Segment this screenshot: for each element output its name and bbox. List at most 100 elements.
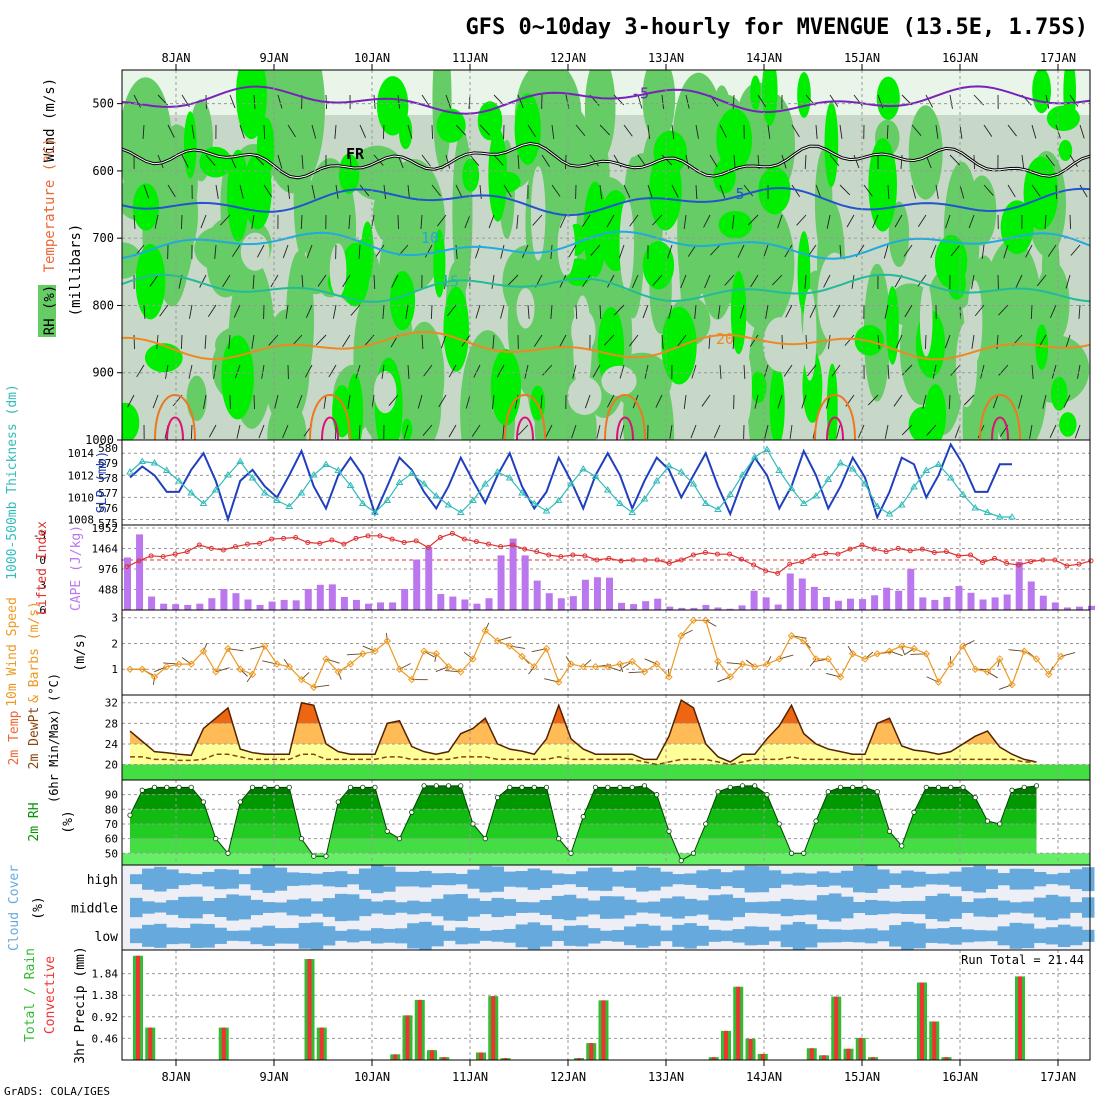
cloud-cover-cell — [804, 873, 818, 885]
hot-contour — [826, 416, 844, 440]
rh-dry-blob — [737, 350, 752, 425]
cape-bar — [160, 603, 168, 610]
pressure-tick-label: 500 — [92, 97, 114, 111]
pressure-tick-label: 900 — [92, 366, 114, 380]
wind-barb — [448, 364, 457, 378]
wind-barb — [492, 394, 495, 409]
rh-point — [1033, 783, 1040, 789]
wind-barb — [317, 274, 327, 287]
wind-barb — [468, 94, 471, 109]
rh-point — [972, 794, 978, 801]
lifted-index-point — [1028, 559, 1034, 565]
wind-barb — [710, 244, 721, 256]
rh-point — [470, 821, 476, 827]
thickness-point — [432, 492, 441, 499]
wind-barb — [671, 124, 675, 139]
wind-speed-point — [481, 626, 489, 635]
rh-green-blob — [642, 70, 676, 142]
wind-speed-point — [910, 644, 918, 653]
wind-barb — [807, 364, 817, 377]
rh-point — [899, 843, 905, 849]
thickness-point — [763, 445, 771, 452]
cloud-cover-cell — [539, 870, 553, 889]
wind-barb — [199, 274, 207, 288]
thickness-point — [861, 480, 869, 487]
wind-barb — [703, 214, 711, 228]
thickness-point — [175, 477, 183, 484]
wind-barb — [732, 334, 735, 350]
wind-barb — [382, 124, 385, 140]
rh-dry-blob — [619, 199, 634, 291]
wind-barb — [239, 184, 244, 199]
rh-point — [715, 789, 721, 795]
cloud-cover-cell — [744, 865, 758, 893]
cape-bar — [967, 592, 975, 610]
wind-barb — [282, 424, 289, 439]
wind-barb — [724, 274, 735, 286]
wind-barb — [948, 394, 951, 410]
rh-point — [862, 784, 868, 790]
wind-barb — [1069, 94, 1079, 107]
wind-barb — [488, 214, 495, 229]
cloud-cover-cell — [142, 901, 155, 914]
cape-bar — [810, 586, 818, 610]
wind-speed-point — [371, 647, 379, 655]
cape-bar — [1039, 595, 1047, 610]
cloud-cover-cell — [310, 901, 324, 914]
wind-barb — [475, 304, 481, 319]
thickness-point — [211, 486, 220, 493]
wind-barb — [274, 394, 279, 409]
wind-barb-10m — [715, 661, 719, 670]
rh-bright-blob — [122, 402, 140, 440]
wind-barb — [229, 94, 236, 109]
wind-barb — [438, 394, 447, 408]
thickness-point — [260, 489, 269, 496]
thickness-point — [873, 502, 882, 509]
lifted-index-line — [126, 532, 1092, 574]
wind-barb — [791, 124, 800, 138]
thickness-point — [224, 471, 232, 478]
isotherm-label: 20 — [716, 330, 734, 348]
thickness-point — [309, 471, 318, 478]
wind-barb — [149, 274, 159, 287]
cape-bar — [822, 596, 830, 610]
thickness-point — [334, 466, 343, 473]
cloud-cover-cell — [672, 924, 685, 947]
thickness-point — [689, 480, 698, 487]
rh-bright-blob — [1046, 105, 1080, 131]
thickness-point — [616, 499, 624, 506]
lifted-index-point — [124, 564, 130, 570]
cape-bar — [955, 586, 963, 610]
rh-point — [188, 784, 194, 790]
wind-barb — [949, 154, 961, 166]
cloud-cover-cell — [491, 897, 504, 918]
wind-barb — [732, 94, 735, 110]
lifted-index-point — [293, 535, 299, 540]
wind-barb — [629, 214, 639, 227]
cape-bar — [316, 584, 324, 610]
rh-bright-blob — [443, 286, 470, 372]
rh-bright-blob — [1050, 376, 1068, 411]
cloud-cover-cell — [431, 873, 444, 886]
date-label-bottom: 12JAN — [550, 1070, 586, 1084]
lifted-index-point — [305, 540, 311, 545]
wind-barb — [839, 244, 842, 259]
wind-speed-point — [138, 665, 146, 673]
wind-barb — [1003, 244, 1009, 259]
cloud-cover-cell — [792, 921, 806, 950]
cape-bar — [136, 534, 144, 610]
wind-speed-point — [726, 673, 734, 681]
cloud-cover-cell — [937, 928, 950, 944]
rh-tick-label: 60 — [105, 833, 118, 846]
rh-bright-blob — [583, 181, 607, 278]
cloud-cover-cell — [816, 871, 830, 887]
lifted-index-point — [968, 552, 973, 558]
wind-barb — [306, 244, 313, 259]
wind-barb — [655, 394, 663, 408]
cloud-cover-cell — [913, 923, 926, 949]
wind-barb — [421, 334, 424, 350]
wind-barb — [287, 184, 290, 199]
cloud-cover-cell — [455, 894, 468, 921]
lifted-index-point — [666, 560, 672, 566]
cape-bar — [943, 596, 951, 610]
